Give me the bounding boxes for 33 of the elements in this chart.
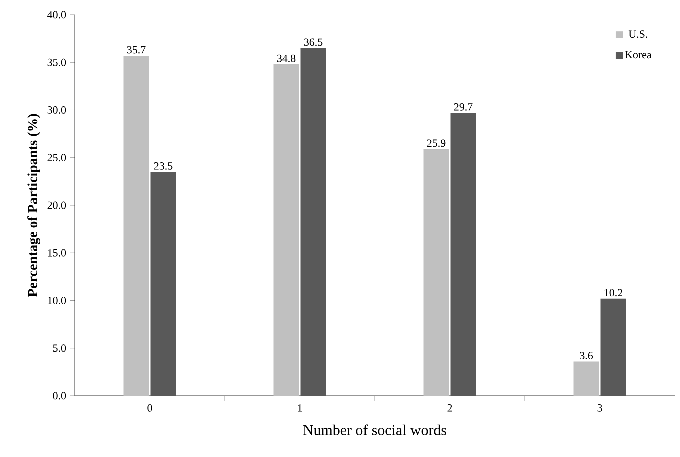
x-tick-label: 3 xyxy=(598,404,602,412)
y-tick-label: 40.0 xyxy=(48,11,66,19)
data-label: 23.5 xyxy=(154,162,173,170)
bar xyxy=(300,48,326,396)
bar xyxy=(450,113,476,396)
data-label: 3.6 xyxy=(580,352,594,360)
data-label: 35.7 xyxy=(127,46,146,54)
bar xyxy=(574,362,600,396)
data-label: 10.2 xyxy=(604,289,622,297)
data-label: 25.9 xyxy=(427,140,446,148)
bar xyxy=(150,172,176,396)
legend-label: Korea xyxy=(625,51,652,59)
data-label: 34.8 xyxy=(277,54,296,62)
data-label: 36.5 xyxy=(304,38,323,46)
y-tick-label: 15.0 xyxy=(48,249,66,257)
x-tick-label: 0 xyxy=(148,404,152,412)
y-tick-label: 10.0 xyxy=(48,297,66,304)
y-tick-label: 30.0 xyxy=(48,106,66,114)
y-tick-label: 20.0 xyxy=(48,202,66,210)
y-tick-label: 5.0 xyxy=(53,344,66,352)
legend-label: U.S. xyxy=(628,30,648,38)
bar xyxy=(424,149,450,396)
x-tick-label: 1 xyxy=(298,404,302,412)
bar xyxy=(124,56,150,396)
x-axis-title: Number of social words xyxy=(303,424,446,436)
y-axis-title: Percentage of Participants (%) xyxy=(28,114,40,298)
bar xyxy=(274,64,300,396)
y-tick-label: 25.0 xyxy=(48,154,66,162)
x-tick-label: 2 xyxy=(448,404,452,412)
y-tick-label: 0.0 xyxy=(53,392,66,400)
bar xyxy=(600,298,626,396)
y-tick-label: 35.0 xyxy=(48,58,66,66)
data-label: 29.7 xyxy=(454,104,473,111)
